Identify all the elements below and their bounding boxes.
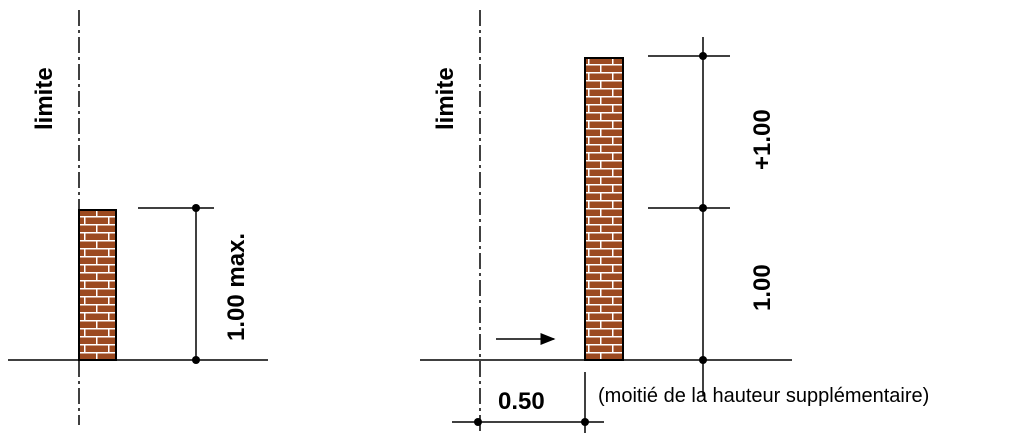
left-dimension-dot-bottom — [192, 356, 200, 364]
right-boundary-label: limite — [432, 67, 459, 130]
setback-note: (moitié de la hauteur supplémentaire) — [598, 385, 929, 407]
right-dimension-dot-top — [699, 52, 707, 60]
left-figure: limite 1.00 max. — [8, 10, 268, 425]
base-height-label: 1.00 — [749, 264, 776, 311]
left-height-label: 1.00 max. — [223, 233, 250, 341]
right-dimension-dot-bottom — [699, 356, 707, 364]
right-figure: limite +1.00 1.00 0.50 (moitié de la hau… — [420, 10, 929, 433]
extra-height-label: +1.00 — [749, 109, 776, 170]
setback-label: 0.50 — [498, 388, 545, 415]
setback-dot-right — [581, 418, 589, 426]
right-wall — [584, 57, 624, 361]
left-dimension-dot-top — [192, 204, 200, 212]
setback-dot-left — [474, 418, 482, 426]
left-boundary-label: limite — [31, 67, 58, 130]
left-wall — [78, 209, 117, 361]
right-dimension-dot-mid — [699, 204, 707, 212]
